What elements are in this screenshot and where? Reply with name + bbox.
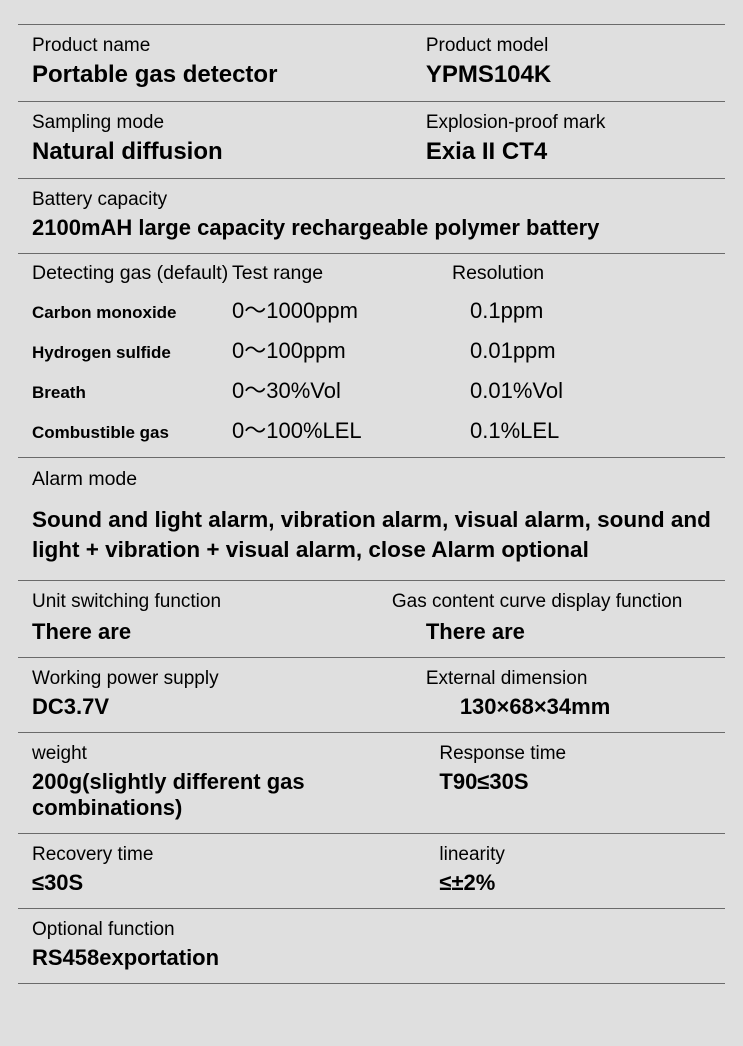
row-sampling: Sampling mode Natural diffusion Explosio…	[18, 102, 725, 178]
gas-row: Combustible gas 0～100%LEL 0.1%LEL	[32, 413, 711, 445]
gas-range: 0～100%LEL	[232, 413, 452, 445]
optional-label: Optional function	[32, 919, 711, 941]
gas-row: Hydrogen sulfide 0～100ppm 0.01ppm	[32, 333, 711, 365]
unit-switching-value: There are	[32, 619, 392, 645]
gas-header-res: Resolution	[452, 262, 711, 285]
optional-value: RS458exportation	[32, 945, 711, 971]
gas-table-header: Detecting gas (default) Test range Resol…	[32, 262, 711, 285]
linearity-label: linearity	[439, 844, 711, 866]
explosion-mark-label: Explosion-proof mark	[426, 112, 711, 134]
unit-switching-label: Unit switching function	[32, 591, 392, 613]
linearity-value: ≤±2%	[439, 870, 711, 896]
gas-res: 0.01%Vol	[452, 378, 711, 404]
gas-table: Detecting gas (default) Test range Resol…	[18, 254, 725, 457]
alarm-value-line1: Sound and light alarm, vibration alarm, …	[32, 505, 711, 535]
row-alarm: Alarm mode Sound and light alarm, vibrat…	[18, 458, 725, 580]
divider	[18, 983, 725, 984]
gas-res: 0.1%LEL	[452, 418, 711, 444]
dimension-value: 130×68×34mm	[426, 694, 711, 720]
gas-name: Carbon monoxide	[32, 303, 232, 323]
response-value: T90≤30S	[439, 769, 711, 795]
power-value: DC3.7V	[32, 694, 426, 720]
sampling-mode-value: Natural diffusion	[32, 138, 426, 166]
product-model-value: YPMS104K	[426, 61, 711, 89]
gas-range: 0～100ppm	[232, 333, 452, 365]
power-label: Working power supply	[32, 668, 426, 690]
response-label: Response time	[439, 743, 711, 765]
row-battery: Battery capacity 2100mAH large capacity …	[18, 179, 725, 253]
row-recovery-linearity: Recovery time ≤30S linearity ≤±2%	[18, 834, 725, 908]
alarm-value-line2: light + vibration + visual alarm, close …	[32, 535, 711, 565]
battery-label: Battery capacity	[32, 189, 711, 211]
explosion-mark-value: Exia II CT4	[426, 138, 711, 166]
curve-display-value: There are	[392, 619, 711, 645]
gas-range: 0～30%Vol	[232, 373, 452, 405]
gas-name: Combustible gas	[32, 423, 232, 443]
gas-row: Carbon monoxide 0～1000ppm 0.1ppm	[32, 293, 711, 325]
row-weight-response: weight 200g(slightly different gas combi…	[18, 733, 725, 833]
alarm-label: Alarm mode	[32, 468, 711, 491]
recovery-value: ≤30S	[32, 870, 439, 896]
gas-res: 0.1ppm	[452, 298, 711, 324]
product-name-value: Portable gas detector	[32, 61, 426, 89]
row-optional: Optional function RS458exportation	[18, 909, 725, 983]
product-model-label: Product model	[426, 35, 711, 57]
gas-name: Breath	[32, 383, 232, 403]
row-power-dim: Working power supply DC3.7V External dim…	[18, 658, 725, 732]
weight-label: weight	[32, 743, 439, 765]
dimension-label: External dimension	[426, 668, 711, 690]
row-product: Product name Portable gas detector Produ…	[18, 25, 725, 101]
row-unit-curve: Unit switching function There are Gas co…	[18, 581, 725, 657]
sampling-mode-label: Sampling mode	[32, 112, 426, 134]
gas-res: 0.01ppm	[452, 338, 711, 364]
gas-name: Hydrogen sulfide	[32, 343, 232, 363]
recovery-label: Recovery time	[32, 844, 439, 866]
product-name-label: Product name	[32, 35, 426, 57]
gas-header-range: Test range	[232, 262, 452, 285]
gas-range: 0～1000ppm	[232, 293, 452, 325]
gas-header-name: Detecting gas (default)	[32, 262, 232, 285]
weight-value: 200g(slightly different gas combinations…	[32, 769, 439, 821]
gas-row: Breath 0～30%Vol 0.01%Vol	[32, 373, 711, 405]
curve-display-label: Gas content curve display function	[392, 591, 711, 613]
battery-value: 2100mAH large capacity rechargeable poly…	[32, 215, 711, 241]
